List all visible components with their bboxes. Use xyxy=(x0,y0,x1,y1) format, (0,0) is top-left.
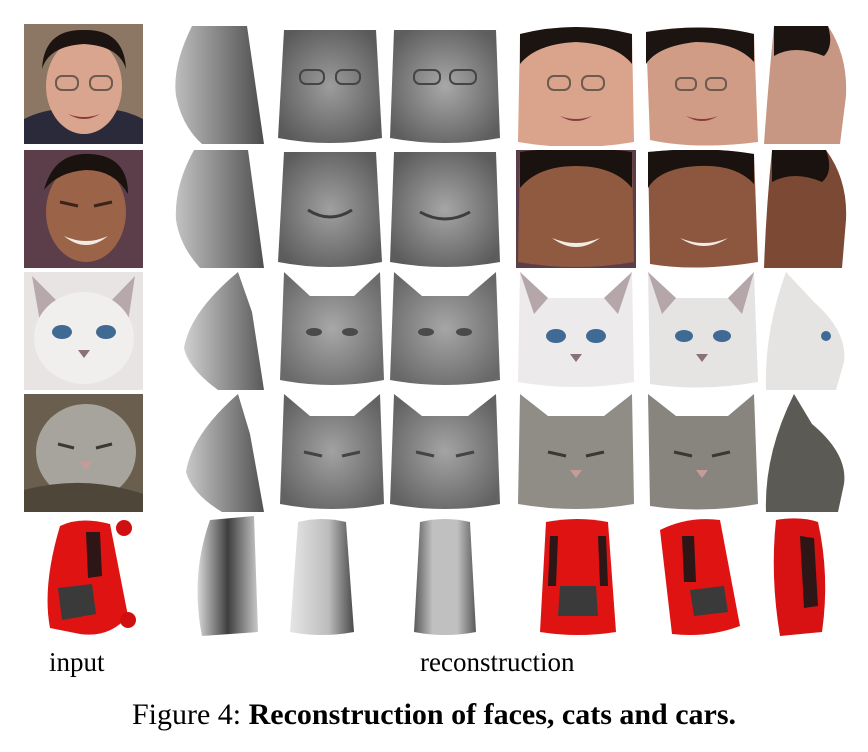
row4-recon-textured-front xyxy=(516,394,636,512)
row5-input-photo xyxy=(40,516,136,640)
row3-input-photo xyxy=(24,272,143,390)
row2-recon-textured-rotated xyxy=(646,150,758,268)
row4-depth-frontal xyxy=(390,394,500,512)
row3-recon-textured-side xyxy=(764,272,848,390)
row1-recon-textured-front xyxy=(516,24,636,146)
row1-recon-textured-rotated xyxy=(646,24,758,146)
row1-input-photo xyxy=(24,24,143,144)
row2-depth-shaded xyxy=(278,150,382,268)
row5-recon-textured-rotated xyxy=(658,516,740,636)
input-column-label: input xyxy=(49,647,105,677)
row3-depth-shaded xyxy=(280,272,384,388)
row4-recon-textured-side xyxy=(764,394,848,512)
row5-depth-shaded xyxy=(290,516,354,636)
row1-depth-frontal xyxy=(390,26,500,144)
row4-depth-shaded xyxy=(280,394,384,512)
row1-recon-textured-side xyxy=(764,26,848,144)
row2-depth-side xyxy=(172,150,264,268)
caption-title: Reconstruction of faces, cats and cars. xyxy=(248,698,737,731)
row5-recon-textured-side xyxy=(770,516,830,636)
row5-depth-frontal xyxy=(414,516,476,636)
row2-recon-textured-front xyxy=(516,150,636,268)
figure-caption: Figure 4: Reconstruction of faces, cats … xyxy=(0,700,868,730)
row2-recon-textured-side xyxy=(764,150,848,268)
reconstruction-column-label: reconstruction xyxy=(420,647,575,677)
row2-depth-frontal xyxy=(390,150,500,268)
row3-depth-frontal xyxy=(390,272,500,388)
row2-input-photo xyxy=(24,150,143,268)
row3-depth-side xyxy=(182,272,264,390)
row3-recon-textured-front xyxy=(516,272,636,390)
row1-depth-side xyxy=(172,26,264,144)
row4-input-photo xyxy=(24,394,143,512)
row1-depth-shaded xyxy=(278,26,382,144)
row4-depth-side xyxy=(182,394,264,512)
row5-depth-side xyxy=(190,516,262,636)
row3-recon-textured-rotated xyxy=(646,272,758,390)
row5-recon-textured-front xyxy=(540,516,616,636)
caption-figure-number: Figure 4: xyxy=(131,698,242,731)
figure-image-grid xyxy=(24,24,848,640)
row4-recon-textured-rotated xyxy=(646,394,758,512)
